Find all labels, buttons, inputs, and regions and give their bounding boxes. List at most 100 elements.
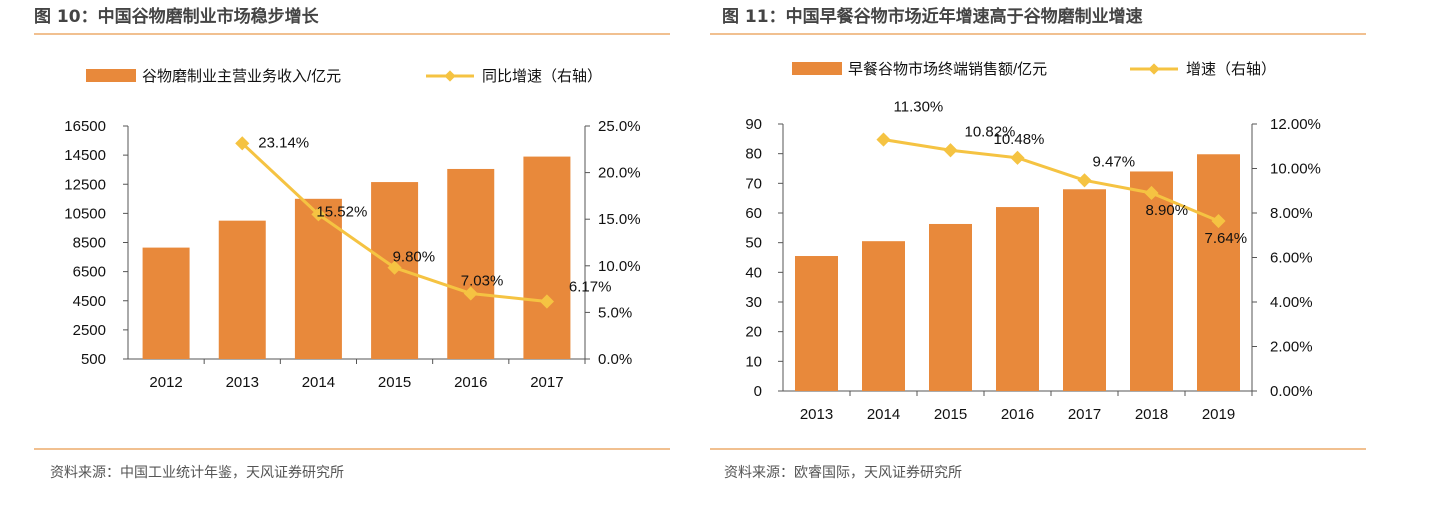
right-tick-label: 10.0% [598, 258, 641, 275]
title-rule [34, 33, 670, 35]
bar [795, 256, 838, 391]
x-tick-label: 2013 [226, 374, 259, 391]
left-tick-label: 500 [81, 351, 106, 368]
left-tick-label: 8500 [73, 235, 106, 252]
left-tick-label: 30 [745, 294, 762, 311]
bar [523, 156, 571, 359]
legend-bar-swatch [792, 62, 842, 75]
data-label: 15.52% [316, 203, 367, 220]
chart-revenue-growth: 谷物磨制业主营业务收入/亿元 同比增速（右轴） 500 2500 4500 6500 850… [64, 68, 641, 391]
data-label: 9.80% [393, 249, 436, 266]
data-label: 23.14% [258, 134, 309, 151]
chart-breakfast-cereal-sales: 早餐谷物市场终端销售额/亿元 增速（右轴） 0 10 20 30 40 50 60 70 80 90 0… [745, 61, 1321, 423]
x-tick-label: 2019 [1202, 406, 1235, 423]
right-tick-label: 5.0% [598, 304, 632, 321]
left-tick-label: 40 [745, 264, 762, 281]
x-tick-label: 2017 [530, 374, 563, 391]
right-tick-label: 15.0% [598, 211, 641, 228]
right-tick-label: 12.00% [1270, 116, 1321, 133]
line-point [539, 294, 554, 309]
line-point [235, 136, 250, 151]
x-tick-label: 2015 [378, 374, 411, 391]
right-tick-label: 8.00% [1270, 205, 1313, 222]
left-tick-label: 0 [754, 383, 762, 400]
x-tick-label: 2015 [934, 406, 967, 423]
figure-title: 图 10：中国谷物磨制业市场稳步增长 [34, 7, 319, 27]
legend-bar-label: 早餐谷物市场终端销售额/亿元 [848, 61, 1047, 78]
left-tick-label: 70 [745, 175, 762, 192]
data-label: 11.30% [894, 99, 944, 116]
left-tick-label: 50 [745, 235, 762, 252]
bar [996, 207, 1039, 391]
data-label: 7.64% [1205, 230, 1248, 247]
left-tick-label: 80 [745, 146, 762, 163]
data-label: 10.48% [994, 131, 1045, 148]
left-tick-label: 14500 [64, 147, 106, 164]
line-point [943, 143, 958, 158]
data-label: 7.03% [461, 272, 504, 289]
right-tick-label: 2.00% [1270, 339, 1313, 356]
x-tick-label: 2016 [1001, 406, 1034, 423]
x-tick-label: 2018 [1135, 406, 1168, 423]
bar [447, 168, 495, 359]
line-point [1010, 150, 1025, 165]
right-tick-label: 10.00% [1270, 161, 1321, 178]
source-note: 资料来源：中国工业统计年鉴，天风证券研究所 [50, 465, 344, 481]
bar [1130, 171, 1173, 391]
x-tick-label: 2014 [867, 406, 900, 423]
data-label: 10.82% [965, 123, 1016, 140]
source-note: 资料来源：欧睿国际，天风证券研究所 [724, 465, 962, 481]
right-tick-label: 0.00% [1270, 383, 1313, 400]
data-label: 9.47% [1093, 153, 1136, 170]
bar [862, 241, 905, 391]
figure-title: 图 11：中国早餐谷物市场近年增速高于谷物磨制业增速 [722, 7, 1143, 27]
source-rule [710, 448, 1366, 450]
bar [929, 223, 972, 391]
left-tick-label: 10 [745, 353, 762, 370]
data-label: 8.90% [1146, 202, 1189, 219]
left-tick-label: 20 [745, 324, 762, 341]
line-point [311, 207, 326, 222]
left-tick-label: 12500 [64, 176, 106, 193]
x-tick-label: 2013 [800, 406, 833, 423]
left-tick-label: 90 [745, 116, 762, 133]
bar [218, 220, 266, 359]
x-tick-label: 2017 [1068, 406, 1101, 423]
line-point [1144, 185, 1159, 201]
line-point [387, 260, 402, 275]
line-point [1211, 213, 1226, 229]
bar [142, 247, 190, 359]
right-tick-label: 0.0% [598, 351, 632, 368]
left-tick-label: 4500 [73, 293, 106, 310]
legend-bar-label: 谷物磨制业主营业务收入/亿元 [142, 68, 341, 85]
right-tick-label: 25.0% [598, 118, 641, 135]
left-tick-label: 16500 [64, 118, 106, 135]
legend-line-label: 同比增速（右轴） [482, 68, 602, 85]
legend-diamond-icon [444, 70, 456, 82]
legend-bar-swatch [86, 69, 136, 82]
legend-diamond-icon [1148, 63, 1160, 75]
x-tick-label: 2014 [302, 374, 335, 391]
bar [294, 198, 342, 359]
figure-10: 图 10：中国谷物磨制业市场稳步增长 谷物磨制业主营业务收入/亿元 同比增速（右轴… [0, 0, 700, 506]
bar [1197, 154, 1240, 391]
left-tick-label: 10500 [64, 205, 106, 222]
left-tick-label: 2500 [73, 322, 106, 339]
title-rule [710, 33, 1366, 35]
legend-line-label: 增速（右轴） [1186, 61, 1276, 78]
growth-line [883, 138, 1220, 223]
line-point [876, 132, 891, 147]
right-tick-label: 4.00% [1270, 294, 1313, 311]
right-tick-label: 6.00% [1270, 250, 1313, 267]
source-rule [34, 448, 670, 450]
left-tick-label: 60 [745, 205, 762, 222]
x-tick-label: 2016 [454, 374, 487, 391]
right-tick-label: 20.0% [598, 165, 641, 182]
line-point [1077, 173, 1092, 188]
bar [1063, 189, 1106, 391]
data-label: 6.17% [569, 278, 612, 295]
left-tick-label: 6500 [73, 264, 106, 281]
figure-11: 图 11：中国早餐谷物市场近年增速高于谷物磨制业增速 早餐谷物市场终端销售额/亿… [700, 0, 1446, 506]
line-point [463, 286, 478, 301]
x-tick-label: 2012 [149, 374, 182, 391]
